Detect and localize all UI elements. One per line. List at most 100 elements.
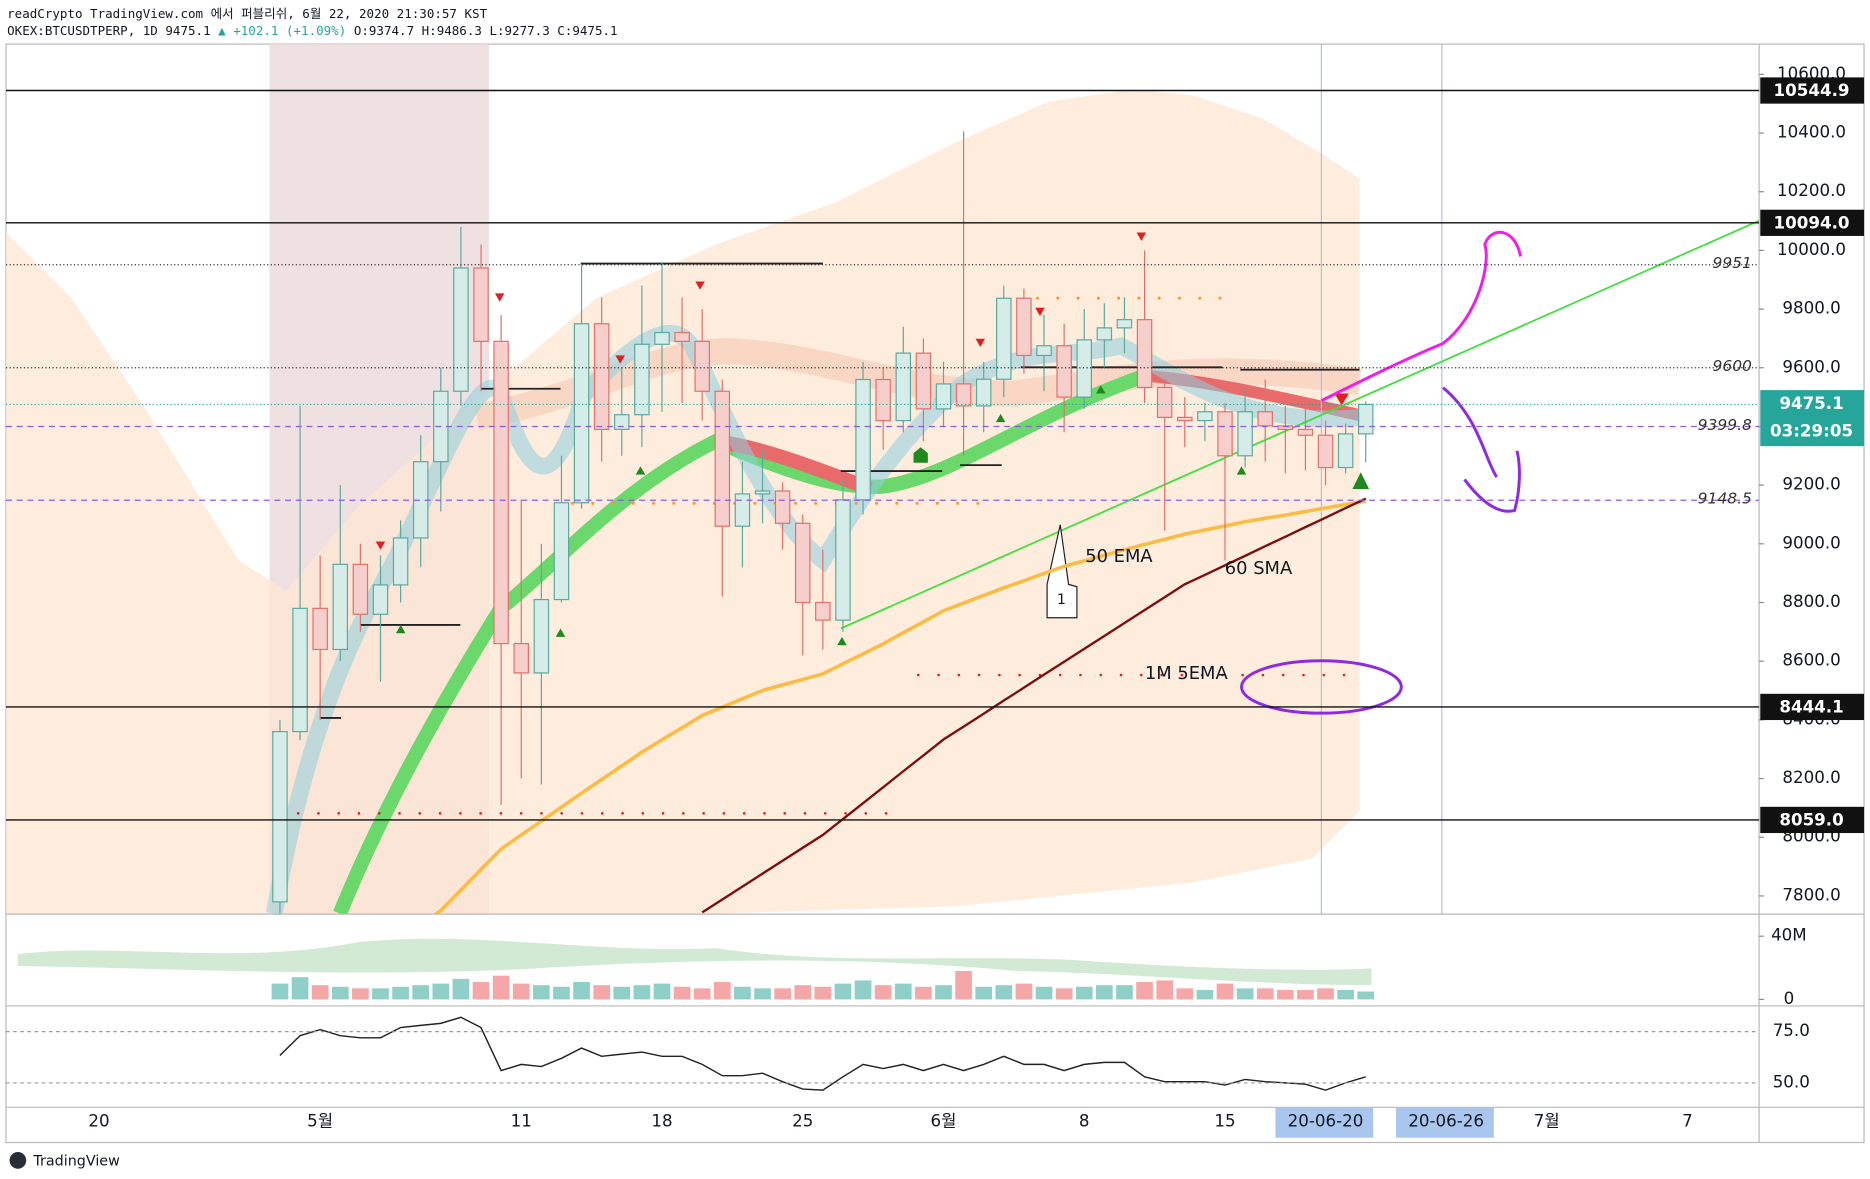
candle-body	[593, 323, 610, 430]
dot	[854, 501, 858, 505]
dot	[977, 673, 981, 677]
candle-body	[734, 493, 751, 527]
dot	[1140, 673, 1143, 677]
candle-body	[996, 297, 1012, 380]
dot	[459, 812, 462, 815]
date-badge-label: 20-06-20	[1288, 1112, 1364, 1131]
candle-body	[533, 598, 550, 674]
dot	[580, 812, 584, 815]
candle-body	[1217, 411, 1233, 457]
volume-bar	[372, 988, 389, 1000]
footer: TradingView	[32, 1154, 120, 1170]
volume-bar	[673, 986, 691, 1000]
trendline	[840, 219, 1760, 630]
level-label: 8059.0	[1779, 811, 1843, 830]
dot	[337, 812, 341, 815]
candle-body	[955, 383, 972, 407]
annotation: 50 EMA	[1085, 546, 1153, 567]
candle-body	[1257, 411, 1273, 427]
y-tick-label: 10400.0	[1777, 123, 1846, 142]
candle-body	[473, 267, 489, 342]
dot	[1117, 296, 1121, 300]
x-tick-label: 11	[511, 1112, 532, 1131]
date-badge	[1396, 1107, 1494, 1138]
dot	[956, 501, 960, 505]
dot	[1036, 296, 1040, 300]
level-badge	[1760, 806, 1865, 834]
y-tick-label: 40M	[1771, 926, 1807, 945]
volume-bar	[613, 986, 631, 1000]
volume-bar	[1317, 988, 1334, 1000]
volume-bar	[874, 985, 892, 1000]
candle-body	[1076, 339, 1092, 398]
volume-bar	[1297, 989, 1314, 1000]
candle-body	[1277, 425, 1294, 430]
callout	[1046, 524, 1078, 619]
volume-bar	[1096, 985, 1113, 1000]
candle-body	[332, 563, 349, 651]
signals	[375, 232, 1370, 646]
volume-bar	[814, 986, 832, 1000]
annotation: 60 SMA	[1225, 558, 1293, 579]
dot	[1157, 296, 1161, 300]
candle-body	[372, 584, 389, 615]
candle-body	[634, 343, 650, 416]
volume-bar	[412, 985, 430, 1000]
dot	[631, 501, 635, 505]
level-label: 8444.1	[1779, 698, 1843, 717]
date-badge-label: 20-06-26	[1408, 1112, 1484, 1131]
volume-bar	[553, 986, 570, 1000]
y-tick-label: 10000.0	[1777, 240, 1846, 259]
dot	[875, 501, 879, 505]
candle-body	[875, 378, 891, 422]
ohlc: O:9374.7 H:9486.3 L:9277.3 C:9475.1	[354, 23, 618, 38]
volume-bar	[1015, 983, 1033, 1000]
candle-body	[1357, 403, 1374, 435]
callout-label: 1	[1057, 592, 1066, 608]
x-tick-label: 7월	[1534, 1112, 1560, 1131]
countdown: 03:29:05	[1770, 421, 1853, 440]
candle-body	[1237, 411, 1253, 457]
dot	[651, 501, 656, 505]
symbol-line: OKEX:BTCUSDTPERP, 1D 9475.1 ▲ +102.1 (+1…	[7, 23, 617, 38]
volume-bar	[1196, 989, 1214, 1000]
level-badge	[1760, 77, 1865, 104]
volume-bar	[492, 975, 510, 1000]
volume-bar	[754, 988, 771, 1000]
indicator-line	[701, 497, 1367, 914]
volume-bar	[532, 985, 550, 1000]
dot	[570, 501, 575, 505]
dot	[1119, 673, 1123, 677]
volume-bar	[894, 983, 912, 1000]
dot	[1218, 296, 1222, 300]
volume-bar	[1176, 988, 1194, 1000]
volume-bar	[1136, 982, 1153, 1000]
candle-body	[694, 340, 710, 392]
dot	[1076, 296, 1080, 300]
hand-drawing	[1442, 386, 1521, 513]
volume-bar	[854, 980, 872, 1000]
dot	[916, 673, 920, 677]
volume-bar	[1055, 988, 1073, 1000]
candle-body	[835, 499, 851, 621]
candle-body	[352, 563, 369, 615]
dashed-level-label: 9148.5	[1698, 490, 1752, 508]
dot	[672, 501, 676, 505]
dot	[1096, 296, 1100, 300]
volume-bar	[512, 983, 530, 1000]
volume-bar	[291, 977, 309, 1000]
dot	[1200, 673, 1204, 677]
dot	[1322, 673, 1326, 677]
dot	[742, 812, 746, 815]
volume-bar	[1156, 980, 1174, 1000]
dot	[1018, 673, 1021, 677]
dot	[479, 812, 482, 815]
candle-body	[975, 378, 992, 407]
x-tick-label: 20	[88, 1112, 109, 1131]
candle-body	[453, 267, 469, 392]
candle-body	[935, 383, 952, 410]
logo	[9, 1152, 27, 1169]
dot	[753, 501, 757, 505]
dot	[702, 812, 705, 815]
y-tick-label: 8800.0	[1782, 592, 1840, 611]
